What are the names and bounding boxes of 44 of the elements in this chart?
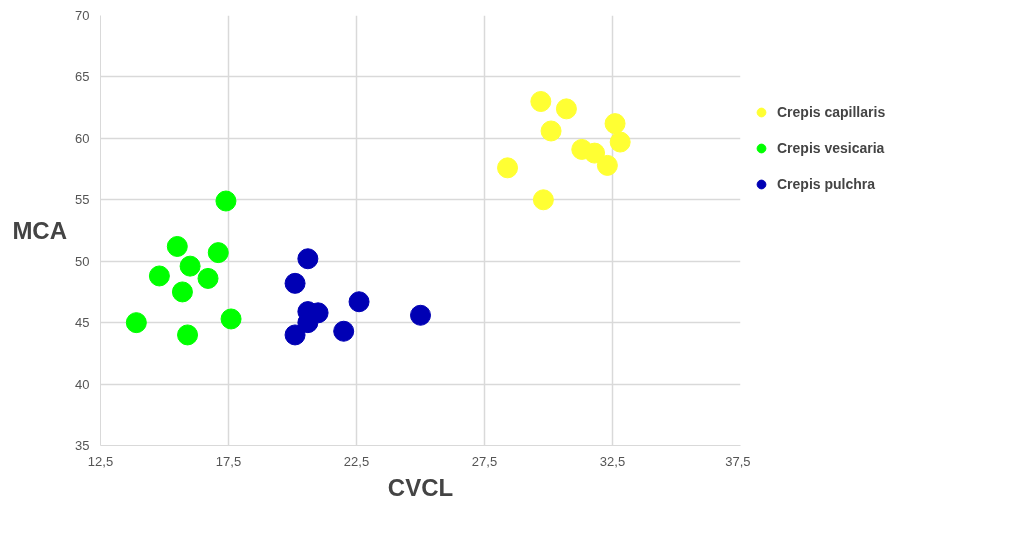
- point: [604, 113, 626, 135]
- point: [540, 120, 562, 142]
- point: [284, 324, 306, 346]
- point: [532, 189, 554, 211]
- point: [609, 131, 631, 153]
- x-tick-label: 12,5: [87, 453, 114, 469]
- point: [125, 312, 147, 334]
- y-tick-label: 35: [75, 438, 90, 453]
- point: [148, 265, 170, 287]
- point: [530, 91, 552, 112]
- x-tick-label: 27,5: [471, 453, 498, 469]
- y-tick-label: 50: [75, 253, 90, 269]
- x-axis-title: CVCL: [387, 473, 454, 501]
- y-tick-label: 40: [75, 376, 90, 392]
- legend-label: Crepis vesicaria: [777, 140, 885, 156]
- y-tick-label: 60: [75, 130, 90, 146]
- point: [555, 98, 577, 120]
- point: [497, 157, 519, 179]
- point: [596, 154, 618, 176]
- x-tick-label: 37,5: [725, 453, 751, 469]
- point: [166, 235, 188, 257]
- y-tick-label: 55: [75, 192, 90, 208]
- x-tick-label: 22,5: [343, 453, 370, 469]
- y-tick-label: 70: [75, 8, 90, 23]
- x-tick-label: 32,5: [599, 453, 626, 469]
- point: [297, 248, 319, 270]
- point: [179, 255, 201, 277]
- y-axis-title: MCA: [12, 217, 68, 244]
- point: [207, 242, 229, 264]
- point: [220, 308, 242, 330]
- point: [348, 291, 370, 313]
- point: [197, 267, 219, 289]
- legend-label: Crepis pulchra: [777, 176, 876, 192]
- point: [171, 281, 193, 303]
- point: [215, 190, 237, 212]
- point: [177, 324, 199, 346]
- point: [333, 320, 355, 342]
- point: [584, 142, 606, 164]
- point: [410, 304, 431, 326]
- x-tick-label: 17,5: [215, 453, 242, 469]
- y-tick-label: 45: [75, 315, 90, 331]
- y-tick-label: 65: [75, 69, 90, 85]
- legend-label: Crepis capillaris: [777, 104, 886, 120]
- point: [284, 272, 306, 294]
